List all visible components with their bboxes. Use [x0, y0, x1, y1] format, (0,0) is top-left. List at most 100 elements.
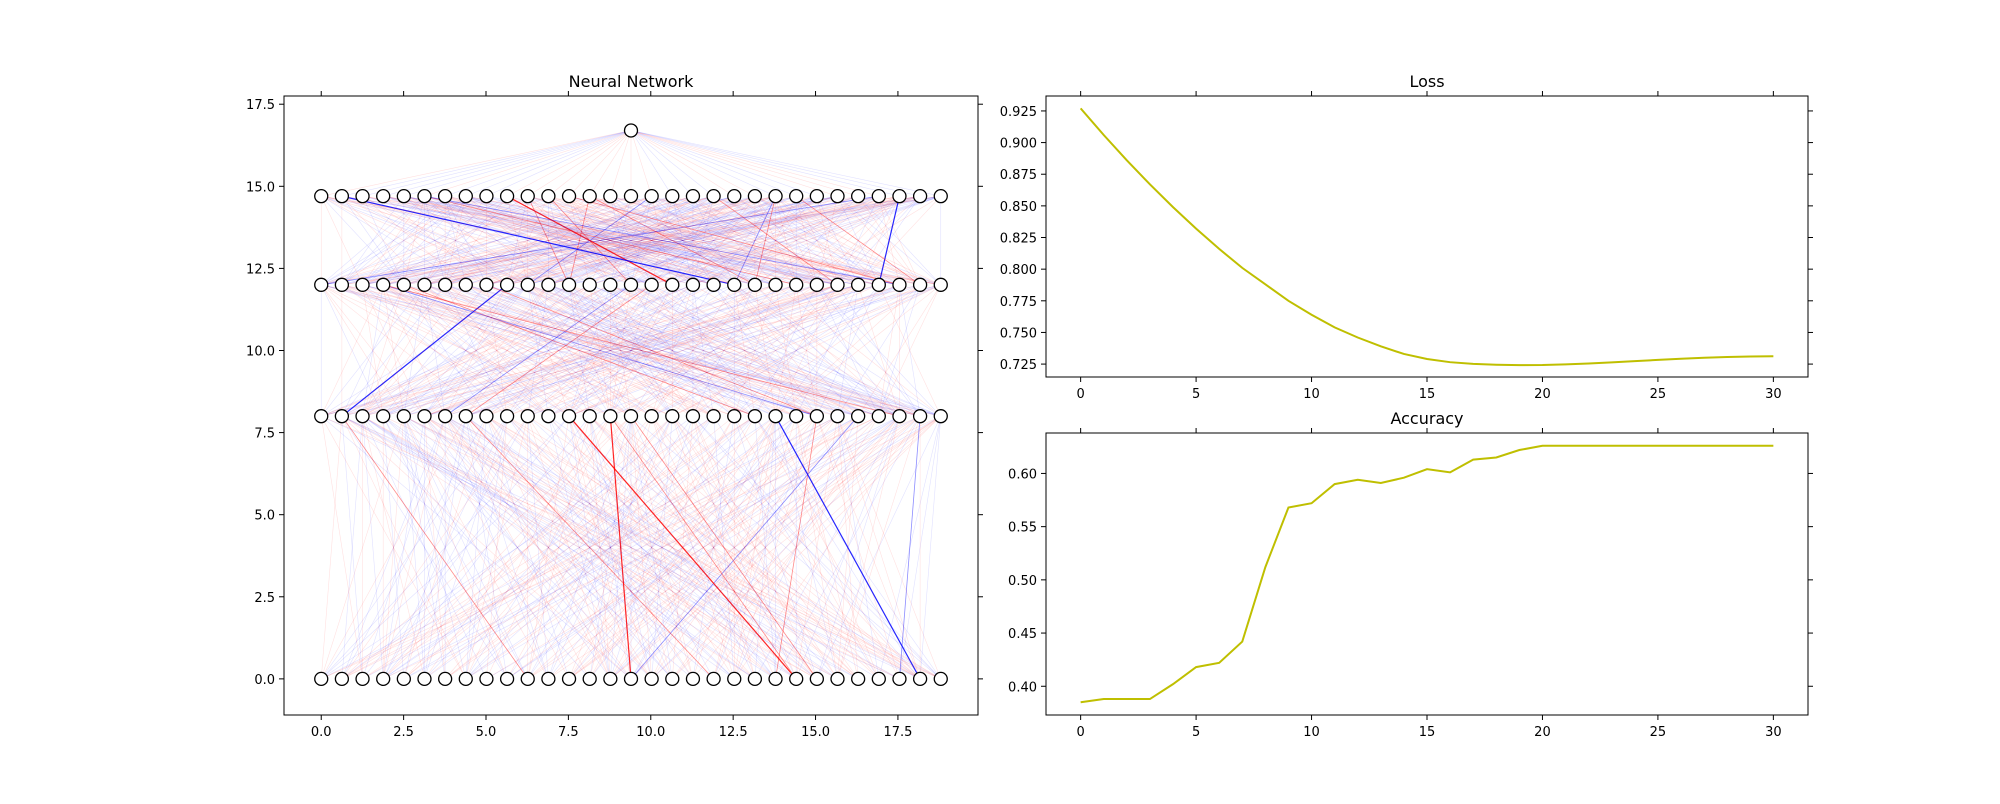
network-edge [403, 416, 446, 679]
network-node [892, 189, 907, 204]
network-edge [837, 416, 921, 679]
network-edge [445, 130, 632, 197]
network-node [541, 277, 556, 292]
network-edge [424, 195, 797, 286]
network-edge [321, 284, 817, 417]
network-edge [568, 284, 632, 417]
network-edge [465, 130, 632, 197]
network-node [561, 189, 577, 204]
network-edge [527, 416, 611, 679]
network-edge [321, 284, 673, 417]
network-edge [362, 284, 611, 417]
network-edge [424, 284, 838, 417]
network-edge [568, 195, 797, 286]
network-edge [321, 195, 755, 286]
network-xtick-label: 2.5 [393, 725, 414, 740]
network-node [561, 277, 577, 292]
network-node [376, 277, 391, 292]
network-edge [713, 195, 776, 285]
network-edge [486, 284, 776, 417]
network-edge [362, 415, 818, 680]
network-edge [610, 284, 859, 417]
network-node [665, 189, 680, 204]
network-edge [341, 284, 590, 417]
network-edge [651, 416, 673, 679]
network-edge [713, 416, 797, 679]
accuracy-series-line [1080, 444, 1774, 704]
network-node [830, 189, 845, 204]
network-edge [444, 284, 508, 417]
loss-xtick-label: 10 [1303, 387, 1320, 402]
network-node [747, 189, 763, 204]
network-node [541, 189, 556, 204]
network-edge [672, 415, 941, 680]
network-edge [341, 195, 508, 286]
network-edge [341, 195, 652, 286]
network-node [437, 409, 453, 424]
network-edge [383, 284, 611, 417]
network-edge [341, 195, 941, 286]
network-edge [775, 284, 838, 417]
network-edge [321, 195, 879, 286]
network-edge [816, 416, 942, 680]
network-edge [630, 130, 879, 197]
network-edge [527, 284, 756, 417]
network-edge [321, 284, 859, 417]
network-edge [857, 195, 941, 286]
network-edge [610, 196, 652, 285]
network-edge [362, 415, 776, 680]
network-edge [651, 195, 921, 286]
network-edge [444, 415, 776, 680]
network-edge [527, 195, 838, 286]
network-edge [362, 284, 921, 417]
network-edge [362, 284, 508, 417]
network-edge [692, 195, 921, 286]
network-edge [506, 284, 900, 417]
loss-ytick-label: 0.925 [1000, 105, 1037, 120]
network-edge [775, 415, 921, 680]
network-node [334, 409, 350, 424]
network-edge [341, 416, 487, 680]
network-edge [610, 195, 900, 286]
network-edge [341, 284, 673, 417]
network-edge [403, 415, 714, 680]
network-edge [382, 416, 529, 680]
network-edge [403, 284, 632, 417]
network-edge [527, 415, 941, 680]
network-edge [589, 284, 694, 417]
network-edge [341, 415, 838, 680]
network-edge [610, 415, 818, 680]
network-edge [610, 415, 797, 680]
network-node [727, 671, 742, 687]
network-edge [630, 415, 818, 680]
network-edge [610, 284, 632, 417]
network-edge [465, 284, 859, 417]
network-edge [403, 416, 425, 679]
network-xtick-label: 17.5 [883, 725, 912, 740]
network-edge [506, 284, 817, 417]
network-edge [568, 284, 590, 417]
network-edge [527, 416, 590, 679]
network-edge [692, 416, 818, 680]
network-edge [610, 284, 673, 417]
network-edge [630, 196, 652, 285]
network-edge [692, 195, 879, 286]
network-edge [362, 195, 549, 286]
network-node [727, 277, 742, 292]
network-edge [362, 415, 838, 680]
network-edge [527, 284, 879, 417]
network-edge [424, 284, 797, 417]
network-edge [610, 415, 859, 680]
network-edge [568, 284, 879, 417]
network-edge [630, 130, 817, 197]
network-node [685, 189, 701, 204]
network-edge [507, 195, 879, 286]
network-edge [321, 415, 838, 680]
network-edge [321, 284, 921, 417]
network-node [541, 409, 556, 424]
network-edge [568, 195, 694, 286]
network-edge [403, 195, 838, 286]
network-edge [383, 415, 776, 680]
network-edge [424, 195, 921, 286]
network-edge [589, 415, 921, 680]
